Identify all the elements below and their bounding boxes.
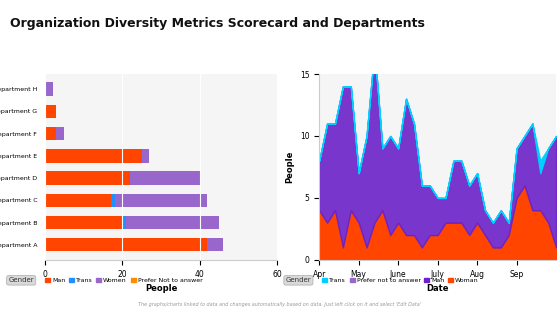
Bar (142, 149, 150, 163)
Bar (57, 127, 64, 140)
Text: Organization Diversity Metrics Scorecard and Departments: Organization Diversity Metrics Scorecard… (10, 17, 425, 30)
Y-axis label: People: People (285, 151, 295, 183)
Bar (45, 127, 57, 140)
Text: Gender: Gender (8, 277, 34, 284)
Bar (122, 216, 126, 229)
Bar (45, 83, 53, 96)
X-axis label: Date: Date (426, 284, 449, 293)
Bar (45, 194, 111, 207)
Text: The graphs/charts linked to data and changes automatically based on data. Just l: The graphs/charts linked to data and cha… (138, 302, 422, 307)
Bar (207, 238, 223, 251)
Bar (115, 194, 207, 207)
Text: Gender: Gender (286, 277, 311, 284)
X-axis label: People: People (145, 284, 177, 293)
Legend: Trans, Prefer not to answer, Man, Woman: Trans, Prefer not to answer, Man, Woman (323, 278, 479, 283)
Bar (45, 216, 122, 229)
Bar (45, 171, 130, 185)
Text: Gender Diversity Across Departments: Gender Diversity Across Departments (52, 58, 231, 67)
Bar (45, 149, 142, 163)
Legend: Man, Trans, Women, Prefer Not to answer: Man, Trans, Women, Prefer Not to answer (45, 278, 202, 283)
Bar (45, 105, 57, 118)
Bar (45, 238, 207, 251)
Text: Gender Diversity of applicants over time: Gender Diversity of applicants over time (323, 58, 516, 67)
Bar (130, 171, 200, 185)
Bar (126, 216, 219, 229)
Bar (111, 194, 115, 207)
